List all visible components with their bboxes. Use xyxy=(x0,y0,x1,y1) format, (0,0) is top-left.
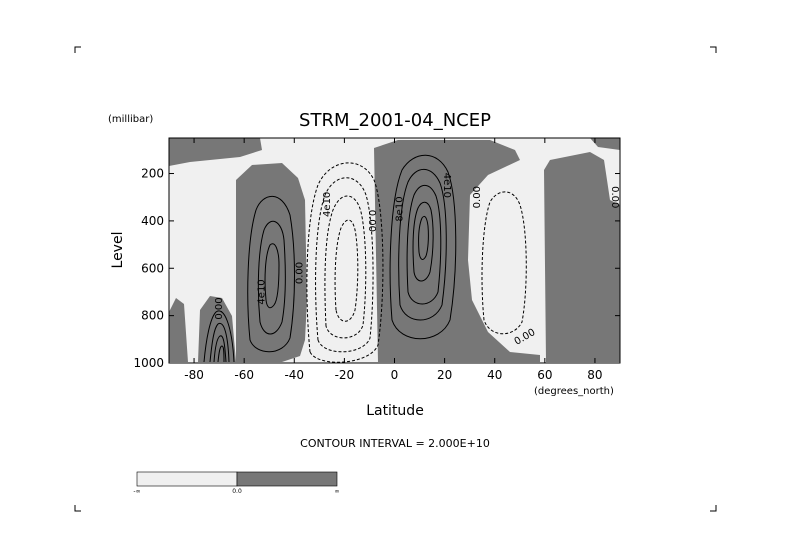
contour-interval-text: CONTOUR INTERVAL = 2.000E+10 xyxy=(300,437,490,450)
contour-line-positive-2 xyxy=(257,220,286,335)
chart-title: STRM_2001-04_NCEP xyxy=(299,110,491,131)
y-axis-ticks: 200 400 600 800 1000 xyxy=(133,167,620,370)
contour-label-3: 0.00 xyxy=(294,262,305,284)
y-tick-label-1: 200 xyxy=(141,167,164,181)
region-top-right xyxy=(590,138,620,150)
contour-line-positive-5 xyxy=(398,168,447,321)
x-tick-label-5: 0 xyxy=(391,368,399,382)
y-tick-label-5: 1000 xyxy=(133,356,164,370)
contour-line-positive-11 xyxy=(213,335,227,363)
y-tick-label-4: 800 xyxy=(141,309,164,323)
contour-line-negative-5 xyxy=(481,191,527,335)
colorbar-max-label: ∞ xyxy=(335,488,340,495)
contour-line-positive-6 xyxy=(406,184,442,305)
region-southpole-cell xyxy=(169,296,236,362)
contour-line-positive-1 xyxy=(247,195,295,353)
filled-regions xyxy=(169,138,620,362)
region-top-left xyxy=(169,138,262,166)
colorbar-negative xyxy=(136,471,238,487)
x-axis-ticks: -80 -60 -40 -20 0 20 40 60 80 xyxy=(184,138,603,382)
y-unit-label: (millibar) xyxy=(108,114,153,125)
contour-label-2: 4e10 xyxy=(257,279,268,304)
contour-label-10: 0.00 xyxy=(609,186,620,208)
contour-line-positive-8 xyxy=(418,215,429,260)
positive-contours xyxy=(203,154,457,363)
contour-line-positive-9 xyxy=(203,310,235,363)
x-tick-label-7: 40 xyxy=(487,368,502,382)
x-tick-label-8: 60 xyxy=(537,368,552,382)
plot-area xyxy=(169,138,620,363)
contour-label-5: 0.00 xyxy=(366,210,377,232)
colorbar-mid-label: 0.0 xyxy=(232,488,242,495)
region-equator-cell xyxy=(374,140,540,362)
contour-line-negative-4 xyxy=(334,219,359,322)
x-tick-label-4: -20 xyxy=(335,368,355,382)
contour-line-positive-3 xyxy=(264,243,280,309)
contour-label-7: 4e10 xyxy=(441,173,452,198)
x-axis-label: Latitude xyxy=(366,403,424,419)
contour-label-6: 8e10 xyxy=(395,196,406,221)
x-tick-label-2: -60 xyxy=(234,368,254,382)
region-north-cell xyxy=(544,152,620,362)
x-tick-label-6: 20 xyxy=(437,368,452,382)
y-axis-label: Level xyxy=(110,232,126,269)
y-tick-label-2: 400 xyxy=(141,214,164,228)
y-tick-label-3: 600 xyxy=(141,261,164,275)
x-tick-label-3: -40 xyxy=(284,368,304,382)
contour-line-negative-2 xyxy=(315,177,374,353)
colorbar: -∞ 0.0 ∞ xyxy=(133,471,340,495)
contour-label-8: 0.00 xyxy=(472,186,483,208)
contour-line-positive-12 xyxy=(217,345,225,363)
contour-line-negative-3 xyxy=(324,195,367,339)
x-unit-label: (degrees_north) xyxy=(534,386,614,397)
contour-line-positive-10 xyxy=(209,322,230,363)
contour-line-negative-1 xyxy=(306,162,384,363)
crop-marks xyxy=(74,46,717,512)
colorbar-positive xyxy=(236,471,338,487)
negative-contours xyxy=(306,162,527,363)
contour-label-1: 0.00 xyxy=(214,297,225,319)
x-tick-label-9: 80 xyxy=(587,368,602,382)
colorbar-min-label: -∞ xyxy=(133,488,140,495)
contour-line-positive-4 xyxy=(389,154,457,340)
contour-line-positive-7 xyxy=(412,201,434,282)
contour-label-4: 4e10 xyxy=(322,192,333,217)
x-tick-label-1: -80 xyxy=(184,368,204,382)
